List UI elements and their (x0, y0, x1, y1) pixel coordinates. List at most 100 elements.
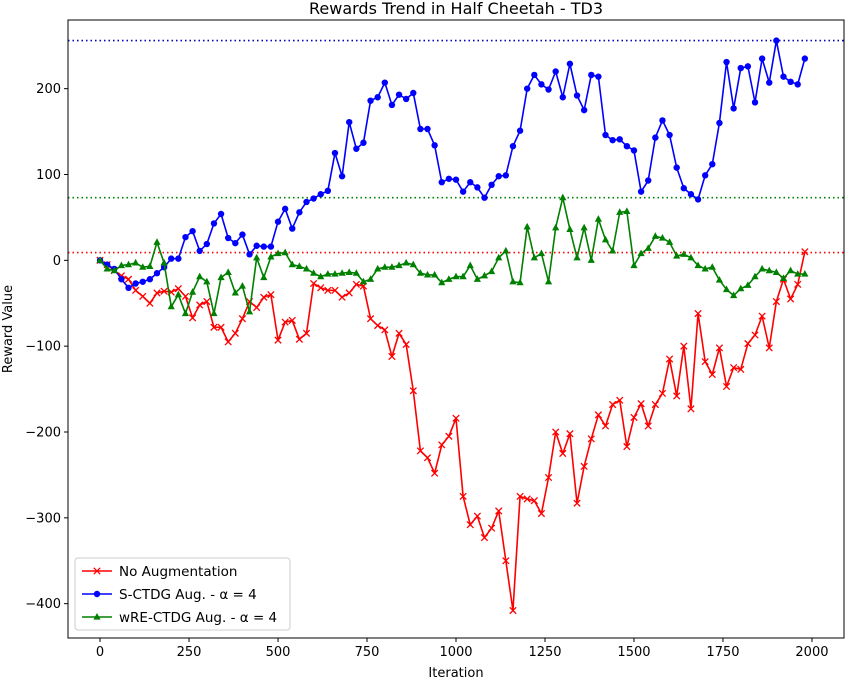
series-layer (96, 37, 809, 615)
data-point-no-augmentation (188, 314, 197, 322)
data-point-s-ctdg (224, 234, 232, 242)
data-point-wre-ctdg (623, 207, 631, 215)
data-point-s-ctdg (395, 91, 403, 98)
data-point-no-augmentation (345, 289, 353, 297)
data-point-no-augmentation (608, 400, 617, 409)
data-point-s-ctdg (680, 185, 688, 192)
data-point-s-ctdg (637, 188, 645, 195)
data-point-wre-ctdg (487, 267, 496, 275)
series-no-augmentation (96, 248, 809, 615)
data-point-s-ctdg (730, 105, 737, 112)
data-point-s-ctdg (801, 55, 809, 62)
data-point-wre-ctdg (730, 291, 738, 299)
data-point-s-ctdg (751, 99, 759, 106)
data-point-s-ctdg (694, 196, 702, 203)
data-point-s-ctdg (210, 220, 218, 227)
data-point-no-augmentation (658, 389, 667, 398)
data-point-no-augmentation (644, 422, 652, 430)
data-point-wre-ctdg (103, 264, 111, 272)
data-point-s-ctdg (545, 86, 552, 93)
data-point-wre-ctdg (374, 264, 382, 272)
data-point-s-ctdg (573, 92, 581, 99)
data-point-wre-ctdg (587, 256, 595, 263)
data-point-s-ctdg (189, 227, 196, 235)
data-point-no-augmentation (181, 292, 190, 301)
data-point-no-augmentation (801, 248, 809, 256)
data-point-wre-ctdg (196, 272, 204, 280)
data-point-wre-ctdg (459, 272, 467, 280)
data-point-s-ctdg (552, 68, 559, 75)
y-tick-label: −300 (25, 511, 61, 526)
data-point-wre-ctdg (416, 269, 425, 276)
data-point-no-augmentation (729, 363, 738, 372)
data-point-no-augmentation (295, 335, 304, 343)
data-point-wre-ctdg (117, 261, 125, 269)
data-point-wre-ctdg (310, 269, 318, 276)
x-axis-label: Iteration (428, 666, 483, 678)
data-point-no-augmentation (302, 329, 311, 337)
data-point-wre-ctdg (324, 270, 332, 277)
data-point-wre-ctdg (366, 275, 375, 282)
data-point-no-augmentation (288, 316, 296, 325)
series-line-s-ctdg (99, 39, 806, 289)
data-point-no-augmentation (502, 557, 510, 565)
data-point-s-ctdg (495, 173, 502, 180)
data-point-no-augmentation (744, 339, 752, 348)
data-point-s-ctdg (794, 81, 801, 88)
data-point-no-augmentation (388, 352, 396, 361)
data-point-no-augmentation (381, 326, 389, 334)
data-point-s-ctdg (623, 142, 631, 150)
data-point-wre-ctdg (267, 252, 275, 260)
data-point-no-augmentation (751, 331, 759, 339)
data-point-no-augmentation (687, 405, 695, 413)
data-point-no-augmentation (559, 449, 567, 458)
data-point-no-augmentation (601, 422, 610, 430)
data-point-s-ctdg (509, 142, 517, 150)
data-point-wre-ctdg (559, 193, 567, 201)
plot-frame (67, 19, 845, 639)
data-point-no-augmentation (544, 473, 553, 482)
data-point-wre-ctdg (181, 309, 190, 317)
data-point-wre-ctdg (580, 223, 588, 231)
data-point-s-ctdg (281, 205, 289, 213)
data-point-wre-ctdg (480, 271, 489, 279)
data-point-s-ctdg (580, 106, 588, 114)
data-point-no-augmentation (737, 365, 745, 374)
data-point-s-ctdg (317, 191, 324, 198)
data-point-no-augmentation (566, 430, 574, 438)
data-point-wre-ctdg (381, 263, 389, 270)
data-point-wre-ctdg (566, 225, 574, 233)
data-point-no-augmentation (680, 342, 688, 350)
data-point-s-ctdg (516, 127, 524, 134)
data-point-s-ctdg (331, 149, 339, 157)
data-point-s-ctdg (232, 239, 239, 247)
data-point-s-ctdg (438, 179, 445, 186)
data-point-wre-ctdg (238, 282, 247, 289)
data-point-s-ctdg (217, 210, 225, 218)
data-point-wre-ctdg (203, 277, 211, 285)
data-point-wre-ctdg (722, 285, 731, 293)
data-point-wre-ctdg (502, 246, 510, 254)
data-point-wre-ctdg (153, 238, 161, 245)
data-point-no-augmentation (445, 432, 453, 440)
data-point-s-ctdg (153, 270, 161, 277)
y-axis-label: Reward Value (1, 285, 16, 373)
data-point-s-ctdg (467, 179, 474, 186)
data-point-wre-ctdg (787, 266, 795, 274)
legend-item-wre-ctdg: wRE-CTDG Aug. - α = 4 (82, 610, 277, 626)
data-point-no-augmentation (210, 323, 218, 331)
data-point-s-ctdg (673, 164, 680, 171)
x-tick-label: 1250 (528, 645, 561, 660)
data-point-no-augmentation (438, 441, 446, 449)
data-point-wre-ctdg (146, 262, 154, 269)
data-point-no-augmentation (423, 454, 432, 462)
data-point-no-augmentation (409, 387, 417, 395)
legend-swatch-marker (93, 590, 101, 598)
data-point-wre-ctdg (188, 288, 197, 295)
data-point-no-augmentation (708, 370, 716, 379)
data-point-no-augmentation (473, 512, 482, 520)
data-point-s-ctdg (146, 276, 154, 283)
data-point-s-ctdg (431, 142, 438, 149)
data-point-no-augmentation (616, 396, 624, 404)
data-point-s-ctdg (502, 172, 510, 179)
